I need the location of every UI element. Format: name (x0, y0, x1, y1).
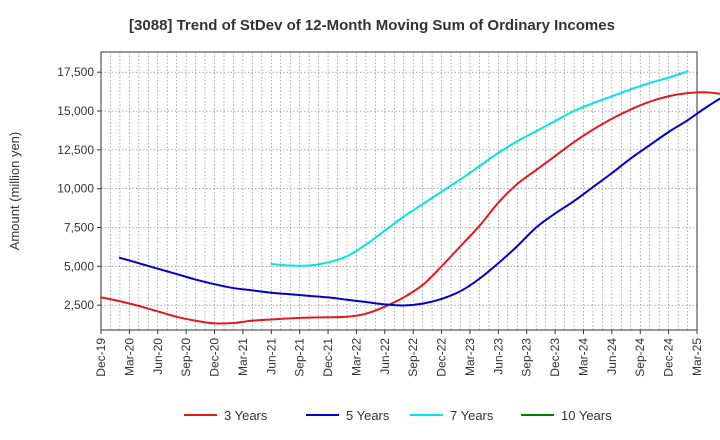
x-tick-label: Jun-21 (264, 338, 278, 375)
x-tick-label: Mar-23 (463, 338, 477, 376)
x-tick-label: Dec-20 (208, 338, 222, 377)
x-tick-label: Mar-25 (690, 338, 704, 376)
y-tick-label: 10,000 (57, 182, 94, 196)
x-tick-label: Sep-21 (293, 338, 307, 377)
legend-label-10-years: 10 Years (561, 408, 612, 423)
series-line-7-years (270, 70, 689, 267)
x-tick-label: Mar-24 (576, 338, 590, 376)
chart-title: [3088] Trend of StDev of 12-Month Moving… (129, 17, 615, 34)
x-tick-label: Jun-20 (151, 338, 165, 375)
series-line-3-years (100, 91, 720, 325)
x-tick-label: Mar-22 (349, 338, 363, 376)
legend-label-7-years: 7 Years (450, 408, 494, 423)
x-tick-label: Jun-24 (605, 338, 619, 375)
series-lines (100, 70, 720, 325)
grid-lines (100, 52, 698, 330)
x-tick-label: Dec-19 (94, 338, 108, 377)
y-tick-label: 7,500 (64, 220, 94, 234)
y-tick-label: 15,000 (57, 104, 94, 118)
legend-label-3-years: 3 Years (224, 408, 268, 423)
x-tick-label: Dec-21 (321, 338, 335, 377)
x-tick-label: Dec-24 (662, 338, 676, 377)
x-tick-label: Jun-22 (378, 338, 392, 375)
y-tick-label: 2,500 (64, 298, 94, 312)
y-tick-label: 12,500 (57, 143, 94, 157)
x-axis: Dec-19 Mar-20 Jun-20 Sep-20 Dec-20 Mar-21 Jun-… (94, 330, 704, 377)
x-tick-label: Mar-20 (122, 338, 136, 376)
x-tick-label: Sep-23 (520, 338, 534, 377)
x-tick-label: Dec-23 (548, 338, 562, 377)
x-tick-label: Dec-22 (435, 338, 449, 377)
y-tick-label: 17,500 (57, 65, 94, 79)
x-tick-label: Jun-23 (491, 338, 505, 375)
x-tick-label: Mar-21 (236, 338, 250, 376)
y-axis-label: Amount (million yen) (7, 132, 22, 251)
y-axis: 2,500 5,000 7,500 10,000 12,500 15,000 17,500 (57, 65, 101, 312)
x-tick-label: Sep-24 (633, 338, 647, 377)
y-tick-label: 5,000 (64, 259, 94, 273)
x-tick-label: Sep-20 (179, 338, 193, 377)
legend-label-5-years: 5 Years (346, 408, 390, 423)
plot-area (100, 51, 698, 331)
legend: 3 Years 5 Years 7 Years 10 Years (184, 408, 612, 423)
x-tick-label: Sep-22 (406, 338, 420, 377)
series-line-5-years (118, 97, 720, 307)
